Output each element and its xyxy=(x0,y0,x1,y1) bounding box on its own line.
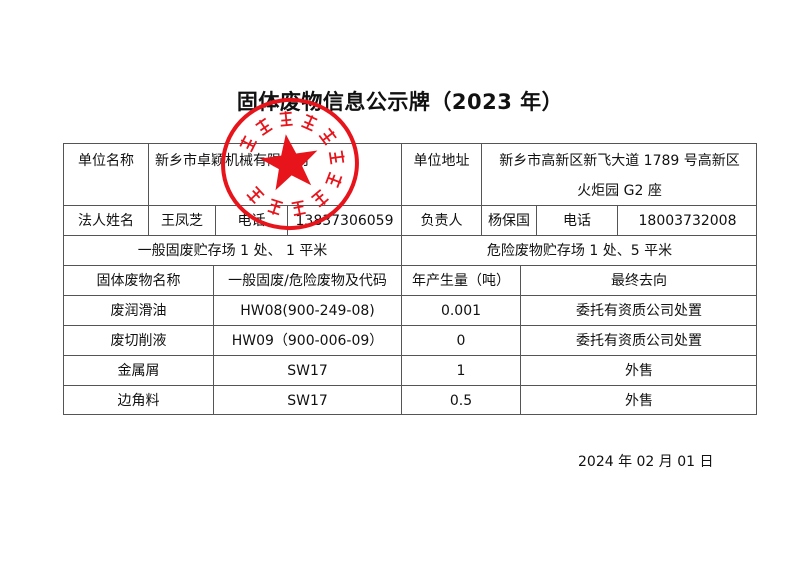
table-row-4-amount: 0.5 xyxy=(401,385,520,415)
table-row-2-code: HW09（900-006-09） xyxy=(213,325,401,355)
table-row-4-code: SW17 xyxy=(213,385,401,415)
table-row-4-name: 边角料 xyxy=(63,385,213,415)
table-row-2-name: 废切削液 xyxy=(63,325,213,355)
header-waste-code: 一般固废/危险废物及代码 xyxy=(213,265,401,295)
unit-address-label: 单位地址 xyxy=(401,143,481,205)
address-line-1: 新乡市高新区新飞大道 1789 号高新区 xyxy=(499,153,740,169)
waste-info-table: 单位名称 新乡市卓颖机械有限公司 单位地址 新乡市高新区新飞大道 1789 号高… xyxy=(63,143,757,415)
unit-name-value: 新乡市卓颖机械有限公司 xyxy=(148,143,401,205)
legal-person-label: 法人姓名 xyxy=(63,205,148,235)
unit-address-value: 新乡市高新区新飞大道 1789 号高新区 火炬园 G2 座 xyxy=(481,143,757,205)
phone-label-1: 电话 xyxy=(215,205,287,235)
phone-value-2: 18003732008 xyxy=(617,205,757,235)
table-row-1-amount: 0.001 xyxy=(401,295,520,325)
legal-person-value: 王凤芝 xyxy=(148,205,215,235)
stamp-glyph-mark xyxy=(255,117,273,136)
phone-label-2: 电话 xyxy=(536,205,617,235)
header-destination: 最终去向 xyxy=(520,265,757,295)
table-row-2-destination: 委托有资质公司处置 xyxy=(520,325,757,355)
table-row-1-destination: 委托有资质公司处置 xyxy=(520,295,757,325)
date: 2024 年 02 月 01 日 xyxy=(578,454,714,470)
table-row-1-code: HW08(900-249-08) xyxy=(213,295,401,325)
header-annual-amount: 年产生量（吨） xyxy=(401,265,520,295)
table-row-3-destination: 外售 xyxy=(520,355,757,385)
hazardous-storage: 危险废物贮存场 1 处、5 平米 xyxy=(401,235,757,265)
table-row-1-name: 废润滑油 xyxy=(63,295,213,325)
table-row-3-name: 金属屑 xyxy=(63,355,213,385)
table-row-2-amount: 0 xyxy=(401,325,520,355)
general-storage: 一般固废贮存场 1 处、 1 平米 xyxy=(63,235,401,265)
header-waste-name: 固体废物名称 xyxy=(63,265,213,295)
page-title: 固体废物信息公示牌（2023 年） xyxy=(236,90,564,114)
address-line-2: 火炬园 G2 座 xyxy=(577,183,662,199)
table-row-3-amount: 1 xyxy=(401,355,520,385)
responsible-label: 负责人 xyxy=(401,205,481,235)
responsible-value: 杨保国 xyxy=(481,205,536,235)
table-row-3-code: SW17 xyxy=(213,355,401,385)
table-row-4-destination: 外售 xyxy=(520,385,757,415)
phone-value-1: 13837306059 xyxy=(287,205,401,235)
unit-name-label: 单位名称 xyxy=(63,143,148,205)
